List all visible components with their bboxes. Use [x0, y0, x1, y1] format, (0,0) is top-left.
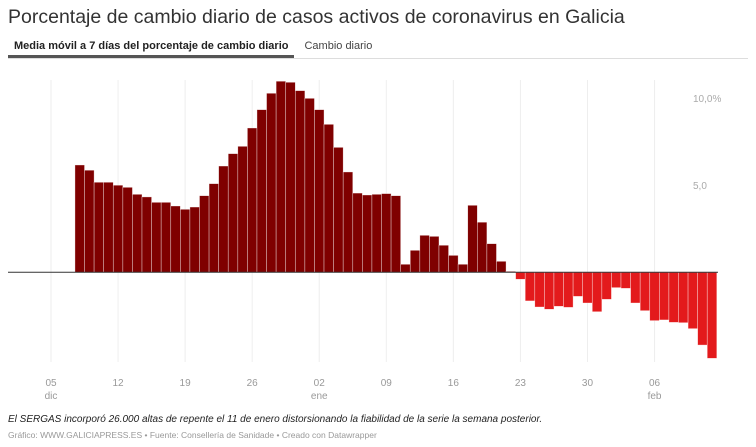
bar	[467, 204, 478, 273]
bar	[381, 193, 392, 273]
bar	[639, 271, 651, 311]
x-tick-label: 12	[112, 378, 124, 389]
x-month-label: ene	[311, 391, 328, 402]
bar	[429, 236, 440, 273]
bar	[103, 181, 114, 273]
bar	[438, 244, 449, 273]
bar	[189, 206, 200, 273]
bar	[448, 255, 459, 273]
bar	[275, 80, 287, 273]
bar	[687, 271, 698, 329]
bar	[678, 271, 689, 324]
bar	[208, 183, 219, 273]
x-tick-label: 06	[649, 378, 661, 389]
bar	[572, 271, 583, 297]
bar	[218, 165, 229, 273]
x-tick-label: 26	[247, 378, 259, 389]
bar	[563, 271, 574, 308]
y-tick-label: 10,0%	[693, 94, 721, 105]
bar	[170, 205, 181, 273]
bar-chart: 05 dic 12 19 26 02 ene 09 16 23 30 06 feb 10,0% 5,0	[8, 80, 721, 402]
bar	[256, 109, 267, 273]
bar	[697, 271, 708, 346]
bar	[304, 98, 315, 273]
bar	[544, 271, 555, 310]
bar	[294, 90, 306, 273]
bar	[314, 109, 325, 273]
bar	[371, 193, 382, 273]
bar	[601, 271, 612, 300]
bar	[93, 181, 104, 273]
bar	[84, 169, 95, 273]
bar	[285, 81, 296, 273]
tab-daily-change[interactable]: Cambio diario	[304, 40, 373, 52]
bar	[524, 271, 536, 302]
bar	[122, 187, 133, 273]
bar	[390, 195, 401, 273]
bar	[237, 146, 248, 273]
bar	[323, 124, 334, 273]
bar	[611, 271, 622, 288]
bar	[199, 195, 210, 273]
bar	[477, 221, 488, 273]
bar	[247, 127, 258, 273]
bar	[534, 271, 545, 308]
bar	[333, 147, 344, 273]
tab-bar: Media móvil a 7 días del porcentaje de c…	[8, 38, 748, 59]
x-tick-label: 02	[314, 378, 326, 389]
chart-credit: Gráfico: WWW.GALICIAPRESS.ES • Fuente: C…	[8, 430, 377, 440]
bar	[352, 192, 363, 273]
bar	[342, 171, 354, 273]
chart-title: Porcentaje de cambio diario de casos act…	[8, 6, 625, 28]
bar	[668, 271, 679, 323]
bar	[74, 164, 85, 273]
x-tick-label: 05	[45, 378, 57, 389]
bar	[649, 271, 660, 321]
bar	[112, 184, 124, 273]
bar	[496, 261, 507, 273]
tab-moving-average[interactable]: Media móvil a 7 días del porcentaje de c…	[8, 38, 295, 58]
bar	[419, 235, 430, 273]
bar	[141, 196, 152, 273]
x-tick-label: 16	[448, 378, 460, 389]
bar	[227, 153, 239, 273]
bar	[266, 92, 277, 273]
x-month-label: dic	[45, 391, 58, 402]
bar	[180, 209, 191, 273]
x-tick-label: 30	[582, 378, 594, 389]
bar	[486, 243, 497, 273]
bar	[582, 271, 593, 304]
bar	[553, 271, 564, 307]
bar	[160, 202, 172, 273]
y-tick-label: 5,0	[693, 181, 707, 192]
bar	[457, 263, 469, 273]
bar	[620, 271, 631, 289]
bar	[151, 202, 162, 273]
bar	[591, 271, 603, 313]
x-tick-label: 23	[515, 378, 527, 389]
bar	[659, 271, 670, 321]
bar	[400, 263, 411, 273]
bar	[132, 193, 143, 273]
x-month-label: feb	[648, 391, 662, 402]
bar	[409, 250, 421, 273]
bar	[362, 194, 373, 273]
bar	[706, 271, 718, 359]
x-tick-label: 19	[180, 378, 192, 389]
x-tick-label: 09	[381, 378, 393, 389]
chart-note: El SERGAS incorporó 26.000 altas de repe…	[8, 414, 543, 425]
bar	[515, 271, 526, 280]
bar	[630, 271, 641, 304]
